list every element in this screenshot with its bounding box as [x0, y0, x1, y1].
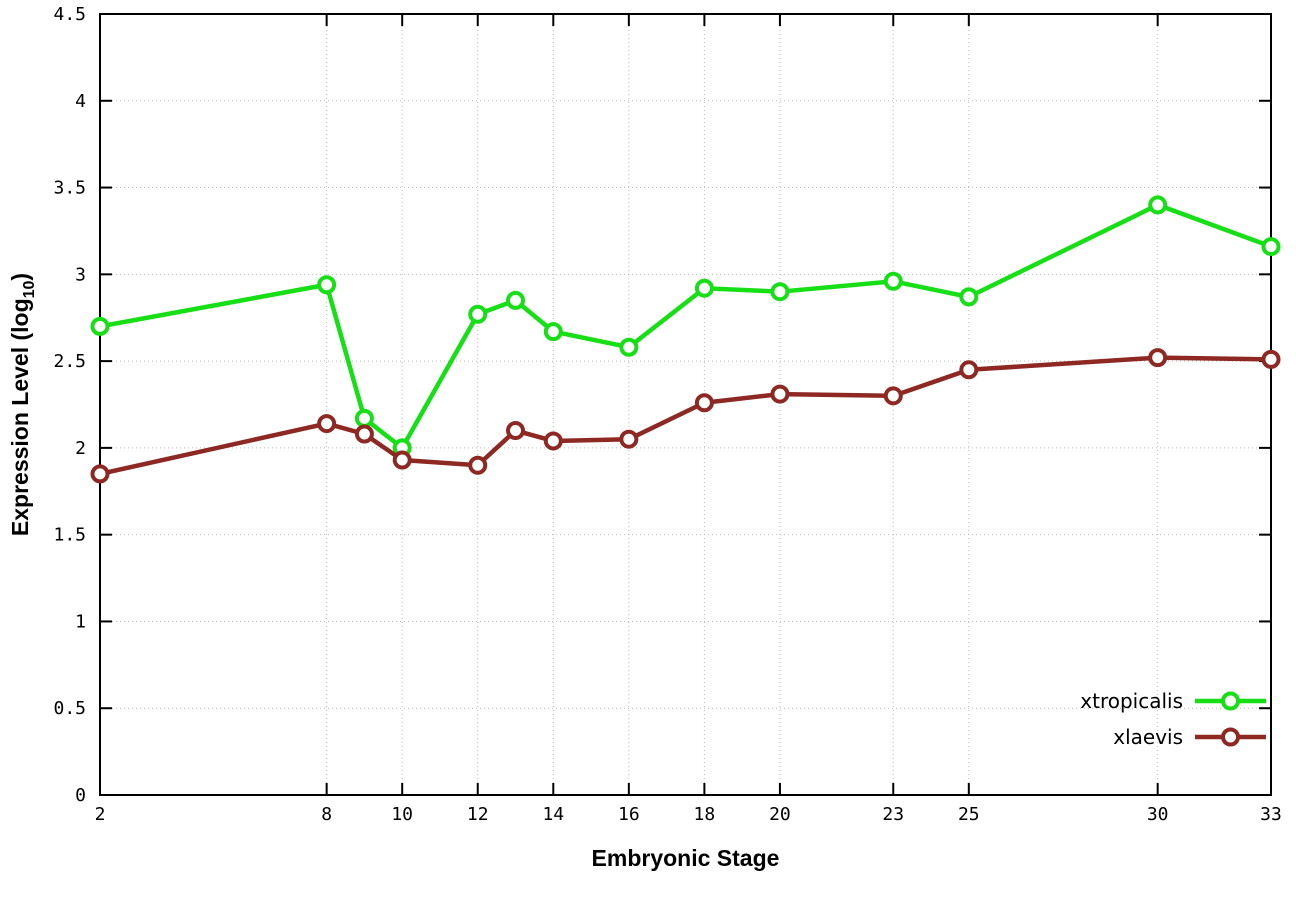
data-point-marker	[619, 337, 639, 357]
y-tick-label: 4	[75, 91, 86, 112]
data-point-marker	[354, 408, 374, 428]
data-point-marker	[1261, 349, 1281, 369]
data-point-marker	[1148, 195, 1168, 215]
x-tick-label: 18	[694, 804, 716, 825]
y-tick-label: 3.5	[53, 178, 86, 199]
data-point-marker	[770, 282, 790, 302]
y-tick-label: 2.5	[53, 351, 86, 372]
x-tick-label: 30	[1147, 804, 1169, 825]
y-tick-label: 0.5	[53, 698, 86, 719]
data-point-marker	[1261, 237, 1281, 257]
y-tick-label: 1.5	[53, 525, 86, 546]
data-point-marker	[619, 429, 639, 449]
y-tick-label: 4.5	[53, 4, 86, 25]
legend-entry-xlaevis: xlaevis	[1113, 725, 1266, 749]
data-point-marker	[392, 450, 412, 470]
data-point-marker	[468, 304, 488, 324]
data-point-marker	[770, 384, 790, 404]
data-point-marker	[959, 360, 979, 380]
data-point-marker	[506, 421, 526, 441]
plot-border	[99, 13, 1272, 796]
legend-sample-marker	[1221, 691, 1240, 711]
x-tick-label: 2	[95, 804, 106, 825]
x-tick-label: 20	[769, 804, 791, 825]
data-point-marker	[883, 386, 903, 406]
data-point-marker	[543, 431, 563, 451]
legend-label: xtropicalis	[1080, 689, 1183, 713]
legend-entry-xtropicalis: xtropicalis	[1080, 689, 1266, 713]
x-tick-label: 12	[467, 804, 489, 825]
series-xlaevis	[90, 348, 1281, 484]
x-tick-label: 14	[542, 804, 564, 825]
y-tick-label: 2	[75, 438, 86, 459]
data-point-marker	[468, 455, 488, 475]
data-point-marker	[694, 278, 714, 298]
data-point-marker	[317, 414, 337, 434]
x-tick-label: 16	[618, 804, 640, 825]
series-xtropicalis	[90, 195, 1281, 458]
data-point-marker	[1148, 348, 1168, 368]
x-axis-title: Embryonic Stage	[592, 845, 780, 871]
x-tick-label: 33	[1260, 804, 1282, 825]
y-axis-title: Expression Level (log10)	[7, 273, 38, 536]
tick-labels: 2 8 10 12 14 16 18 20 23 25 30 33 0 0.5 1 1.5 2 2.5 3 3.5 4 4…	[53, 4, 1281, 825]
data-point-marker	[354, 424, 374, 444]
data-point-marker	[694, 393, 714, 413]
legend: xtropicalis xlaevis	[1080, 689, 1266, 749]
x-tick-label: 23	[882, 804, 904, 825]
data-point-marker	[506, 290, 526, 310]
data-point-marker	[883, 271, 903, 291]
data-point-marker	[317, 275, 337, 295]
data-point-marker	[543, 322, 563, 342]
axis-ticks	[99, 13, 1272, 796]
data-point-marker	[90, 316, 110, 336]
y-tick-label: 0	[75, 785, 86, 806]
y-tick-label: 3	[75, 264, 86, 285]
x-tick-label: 8	[321, 804, 332, 825]
data-point-marker	[90, 464, 110, 484]
x-tick-label: 25	[958, 804, 980, 825]
data-point-marker	[959, 287, 979, 307]
grid-lines	[99, 13, 1272, 796]
y-tick-label: 1	[75, 611, 86, 632]
legend-label: xlaevis	[1113, 725, 1183, 749]
x-tick-label: 10	[391, 804, 413, 825]
legend-sample-marker	[1221, 727, 1240, 747]
series-line	[97, 355, 1274, 477]
